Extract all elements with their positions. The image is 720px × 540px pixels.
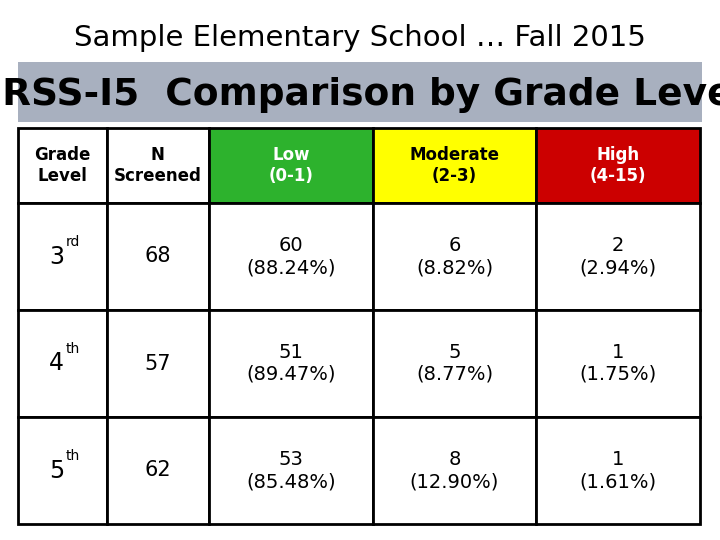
Bar [373, 417, 536, 524]
Text: 51
(89.47%): 51 (89.47%) [246, 343, 336, 384]
Bar [373, 128, 536, 203]
Text: Low
(0-1): Low (0-1) [269, 146, 313, 185]
Text: Grade
Level: Grade Level [34, 146, 91, 185]
Text: High
(4-15): High (4-15) [590, 146, 647, 185]
Text: rd: rd [66, 234, 80, 248]
Bar [18, 310, 107, 417]
Bar [209, 417, 373, 524]
Text: 68: 68 [145, 246, 171, 267]
Bar [18, 128, 107, 203]
Text: SRSS-I5  Comparison by Grade Level: SRSS-I5 Comparison by Grade Level [0, 77, 720, 113]
Text: th: th [66, 341, 80, 355]
Text: 3: 3 [50, 245, 64, 268]
Bar [209, 128, 373, 203]
Bar [209, 203, 373, 310]
Bar [107, 310, 209, 417]
Text: Moderate
(2-3): Moderate (2-3) [410, 146, 500, 185]
Bar [18, 203, 107, 310]
Text: 1
(1.75%): 1 (1.75%) [580, 343, 657, 384]
Text: 5: 5 [49, 458, 64, 483]
Bar [536, 128, 700, 203]
Bar [107, 203, 209, 310]
Text: 5
(8.77%): 5 (8.77%) [416, 343, 493, 384]
Bar [209, 310, 373, 417]
Bar [107, 128, 209, 203]
Text: 4: 4 [50, 352, 64, 375]
Text: 2
(2.94%): 2 (2.94%) [580, 236, 657, 277]
Text: Sample Elementary School … Fall 2015: Sample Elementary School … Fall 2015 [74, 24, 646, 52]
Bar [536, 310, 700, 417]
Bar [18, 417, 107, 524]
Bar [373, 203, 536, 310]
Bar [536, 417, 700, 524]
Text: 62: 62 [145, 461, 171, 481]
Text: N
Screened: N Screened [114, 146, 202, 185]
Text: 1
(1.61%): 1 (1.61%) [580, 450, 657, 491]
Bar [107, 417, 209, 524]
Text: 57: 57 [145, 354, 171, 374]
Text: 6
(8.82%): 6 (8.82%) [416, 236, 493, 277]
Text: 8
(12.90%): 8 (12.90%) [410, 450, 499, 491]
Bar [536, 203, 700, 310]
Text: th: th [66, 449, 80, 463]
Text: 53
(85.48%): 53 (85.48%) [246, 450, 336, 491]
Bar [18, 62, 702, 122]
Bar [373, 310, 536, 417]
Text: 60
(88.24%): 60 (88.24%) [246, 236, 336, 277]
